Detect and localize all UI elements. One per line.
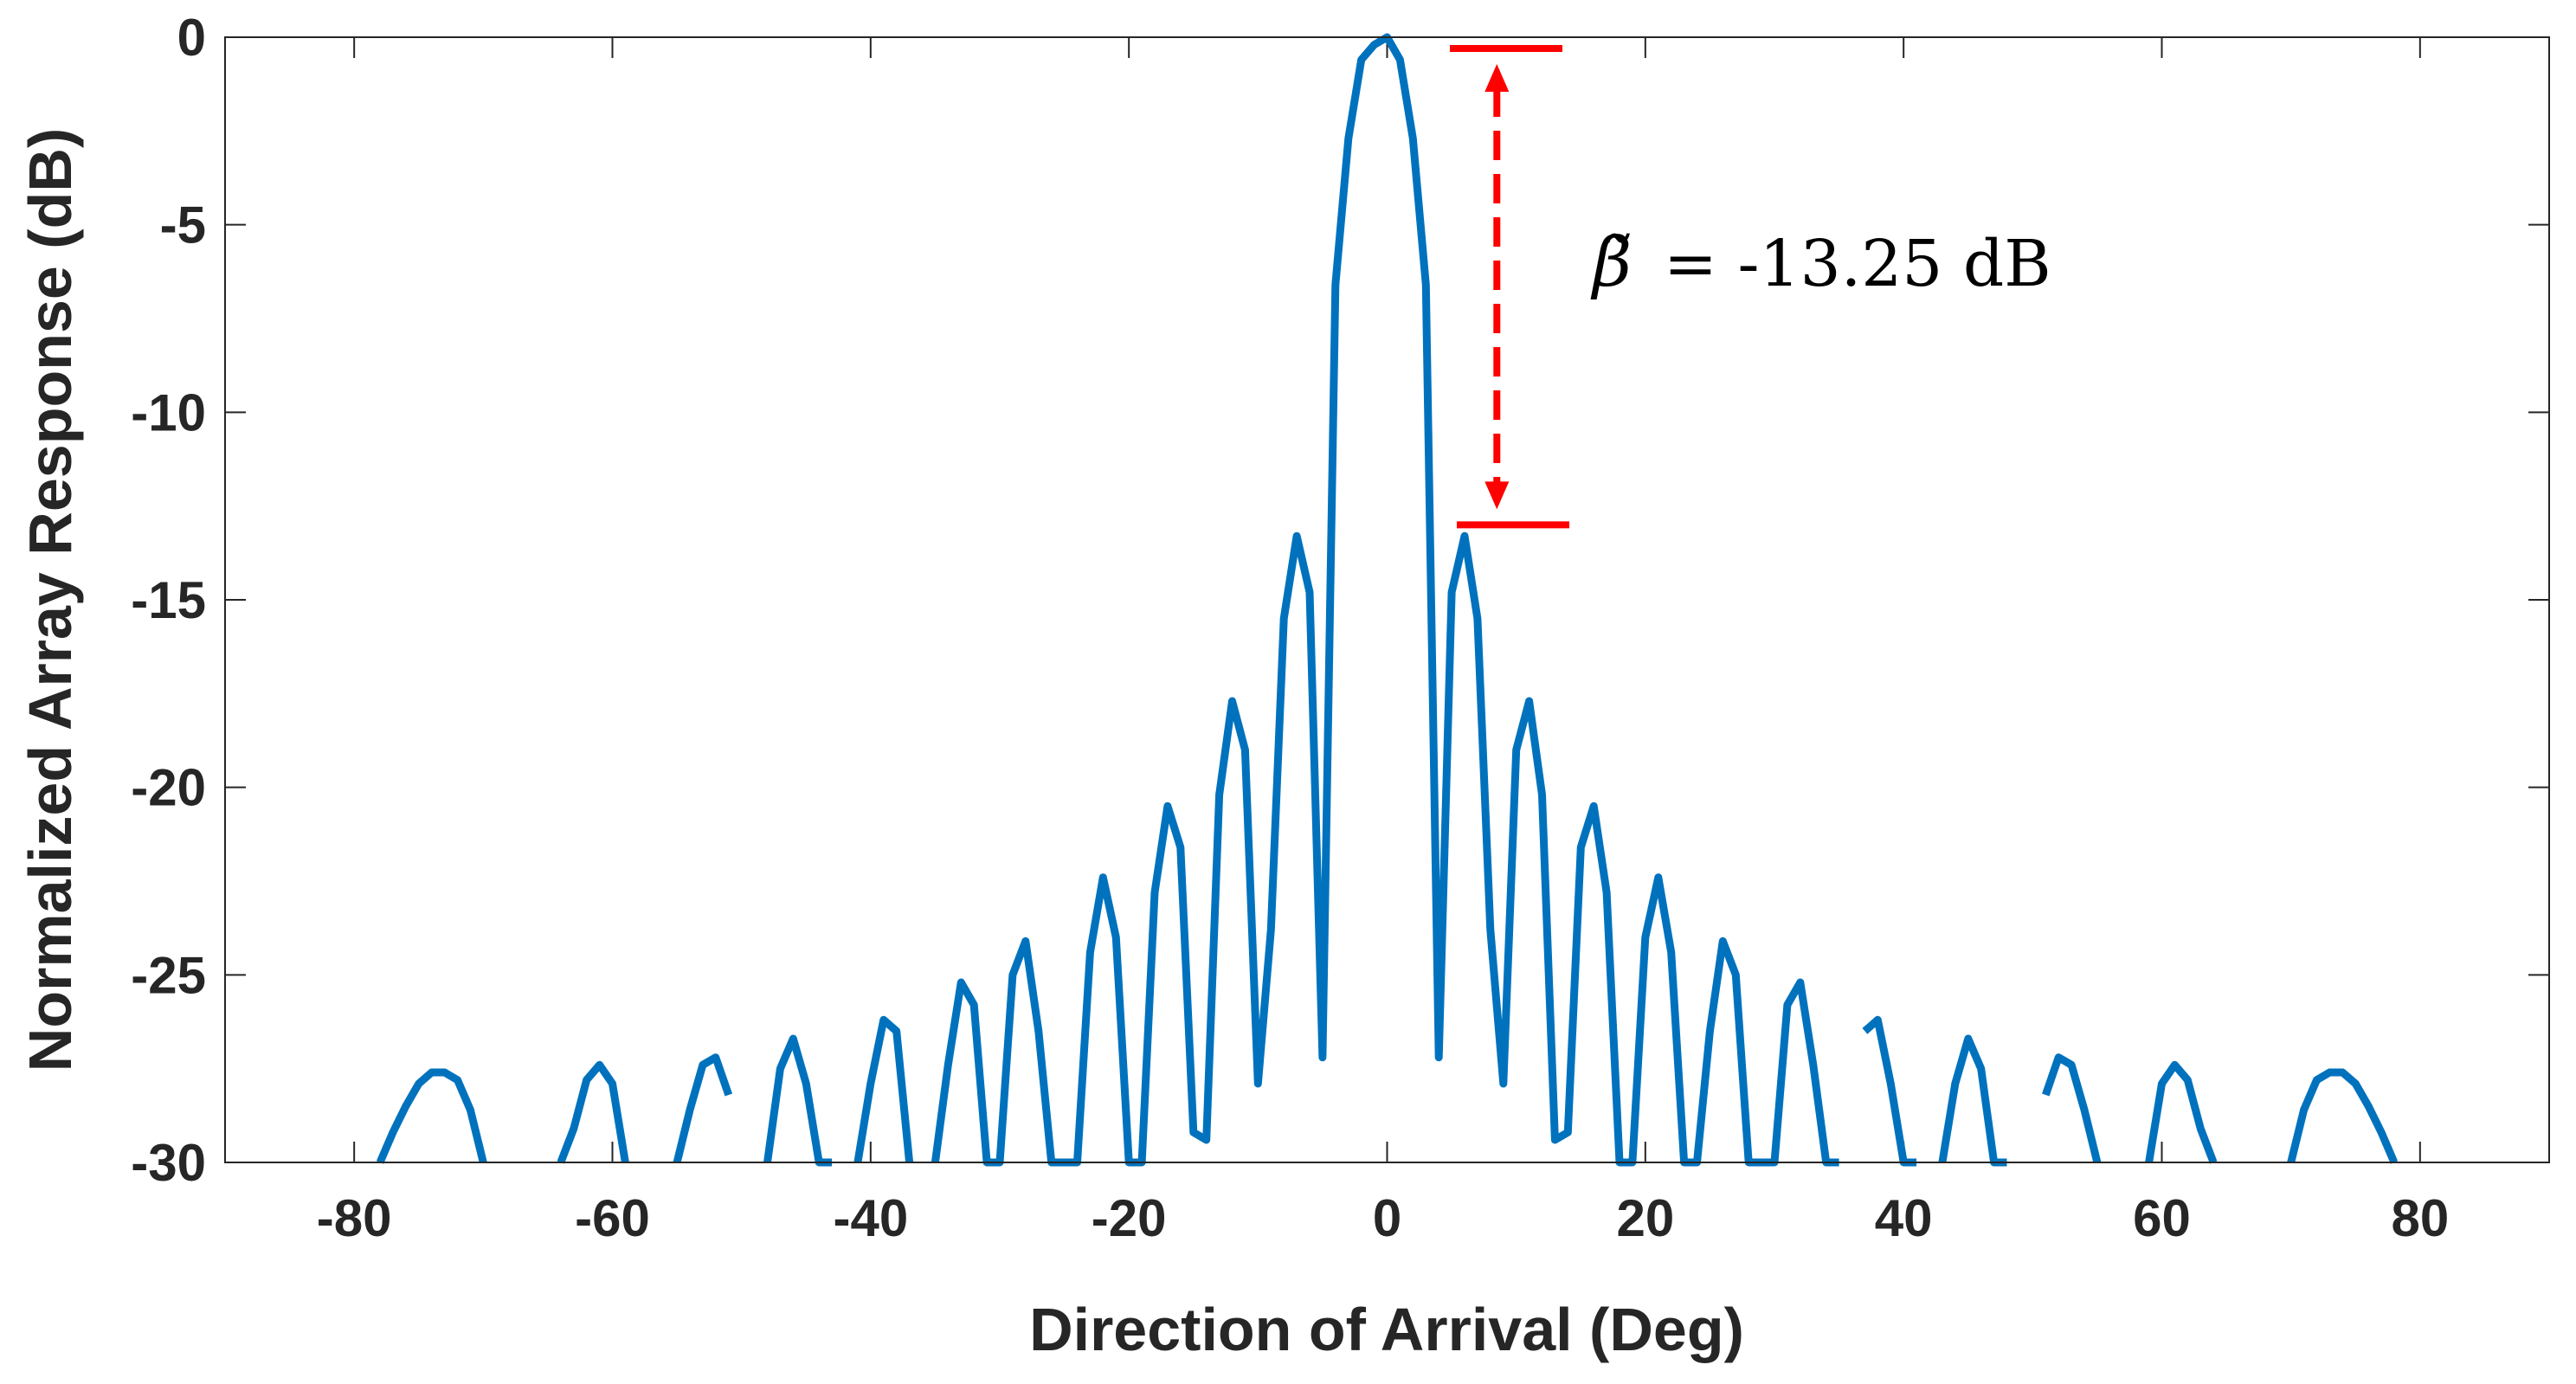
annotation-arrowhead-up	[1484, 64, 1510, 92]
x-axis-label: Direction of Arrival (Deg)	[1029, 1296, 1744, 1363]
series-line-segment	[2287, 1068, 2399, 1164]
series-line-segment	[2145, 1060, 2218, 1164]
series-line-segment	[376, 1068, 487, 1164]
annotation-layer	[1450, 45, 1569, 529]
beta-value-text: = -13.25 dB	[1664, 227, 2051, 301]
x-tick-label: 20	[1616, 1189, 1674, 1247]
y-tick-label: -15	[131, 571, 206, 629]
y-axis-ticks: 0 -5 -10 -15 -20 -25 -30	[131, 9, 2549, 1192]
beta-symbol: β̃	[1590, 224, 1632, 302]
x-tick-label: 60	[2133, 1189, 2191, 1247]
series-line-segment	[557, 1060, 629, 1164]
y-axis-label: Normalized Array Response (dB)	[16, 128, 84, 1072]
plot-frame	[224, 36, 2550, 1163]
y-tick-label: 0	[177, 9, 206, 67]
x-tick-label: -40	[833, 1189, 908, 1247]
y-tick-label: -10	[131, 383, 206, 441]
series-line-segment	[673, 1053, 733, 1164]
x-tick-label: 0	[1373, 1189, 1401, 1247]
series-line-segment	[853, 1015, 914, 1163]
y-tick-label: -30	[131, 1134, 206, 1192]
y-tick-label: -25	[131, 946, 206, 1004]
series-line-segment	[2042, 1053, 2102, 1164]
beta-annotation-label: β̃ = -13.25 dB	[1590, 224, 2051, 302]
x-axis-ticks: -80 -60 -40 -20 0 20 40 60 80	[317, 37, 2449, 1247]
y-tick-label: -5	[160, 196, 206, 254]
plot-area	[225, 37, 2549, 1162]
x-tick-label: 40	[1875, 1189, 1933, 1247]
x-tick-label: 80	[2391, 1189, 2449, 1247]
x-tick-label: -60	[575, 1189, 650, 1247]
y-tick-label: -20	[131, 759, 206, 817]
annotation-arrowhead-down	[1484, 481, 1510, 510]
x-tick-label: -20	[1092, 1189, 1167, 1247]
x-tick-label: -80	[317, 1189, 392, 1247]
